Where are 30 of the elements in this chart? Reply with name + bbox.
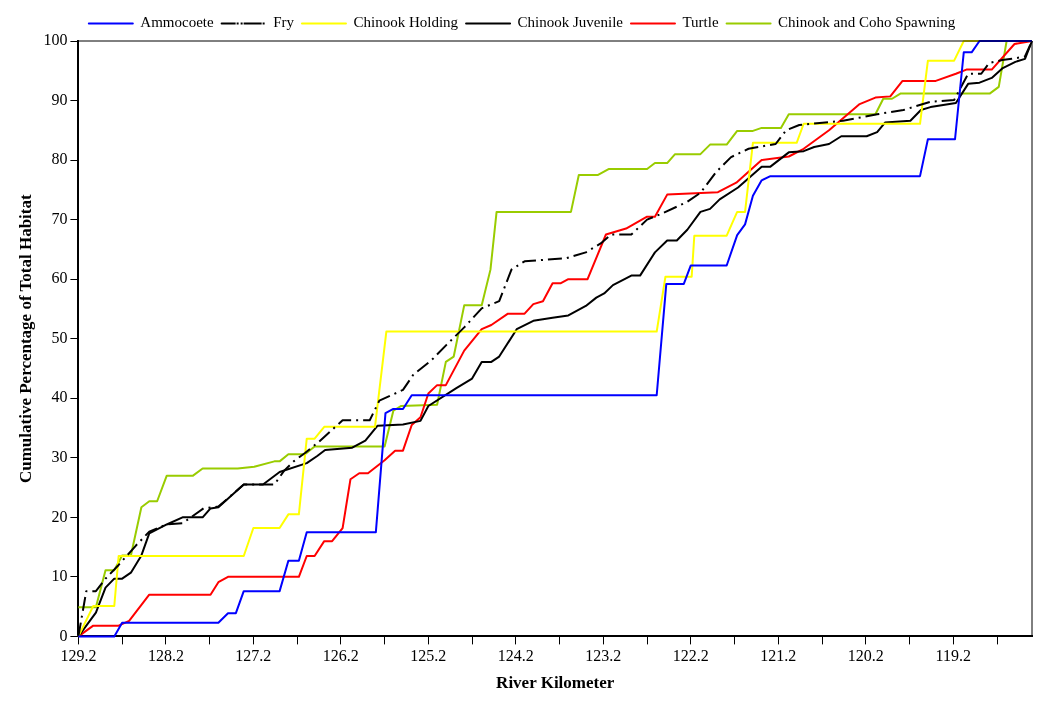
legend-label: Ammocoete: [140, 14, 214, 31]
y-tick-label: 20: [51, 507, 68, 525]
y-tick-label: 80: [51, 150, 68, 168]
legend-label: Fry: [273, 14, 295, 31]
y-tick-label: 90: [51, 90, 68, 108]
y-tick-label: 70: [51, 209, 68, 227]
x-tick-label: 124.2: [497, 647, 534, 665]
x-tick-label: 119.2: [935, 647, 971, 665]
x-tick-label: 128.2: [147, 647, 184, 665]
y-tick-label: 60: [51, 269, 68, 287]
legend-label: Turtle: [682, 14, 719, 31]
x-tick-label: 123.2: [585, 647, 622, 665]
y-tick-label: 0: [59, 626, 68, 644]
y-tick-label: 10: [51, 567, 68, 585]
y-tick-label: 100: [43, 31, 68, 49]
x-tick-label: 121.2: [760, 647, 797, 665]
legend-label: Chinook and Coho Spawning: [778, 14, 956, 31]
legend-label: Chinook Holding: [353, 14, 459, 31]
x-axis-title: River Kilometer: [496, 673, 615, 693]
y-tick-label: 50: [51, 328, 68, 346]
x-tick-label: 129.2: [60, 647, 97, 665]
x-tick-label: 125.2: [410, 647, 447, 665]
x-tick-label: 120.2: [847, 647, 884, 665]
x-tick-label: 122.2: [672, 647, 709, 665]
y-axis-title: Cumulative Percentage of Total Habitat: [15, 194, 35, 484]
y-tick-label: 30: [51, 447, 68, 465]
legend-label: Chinook Juvenile: [517, 14, 624, 31]
x-tick-label: 126.2: [322, 647, 359, 665]
x-tick-label: 127.2: [235, 647, 272, 665]
y-tick-label: 40: [51, 388, 68, 406]
